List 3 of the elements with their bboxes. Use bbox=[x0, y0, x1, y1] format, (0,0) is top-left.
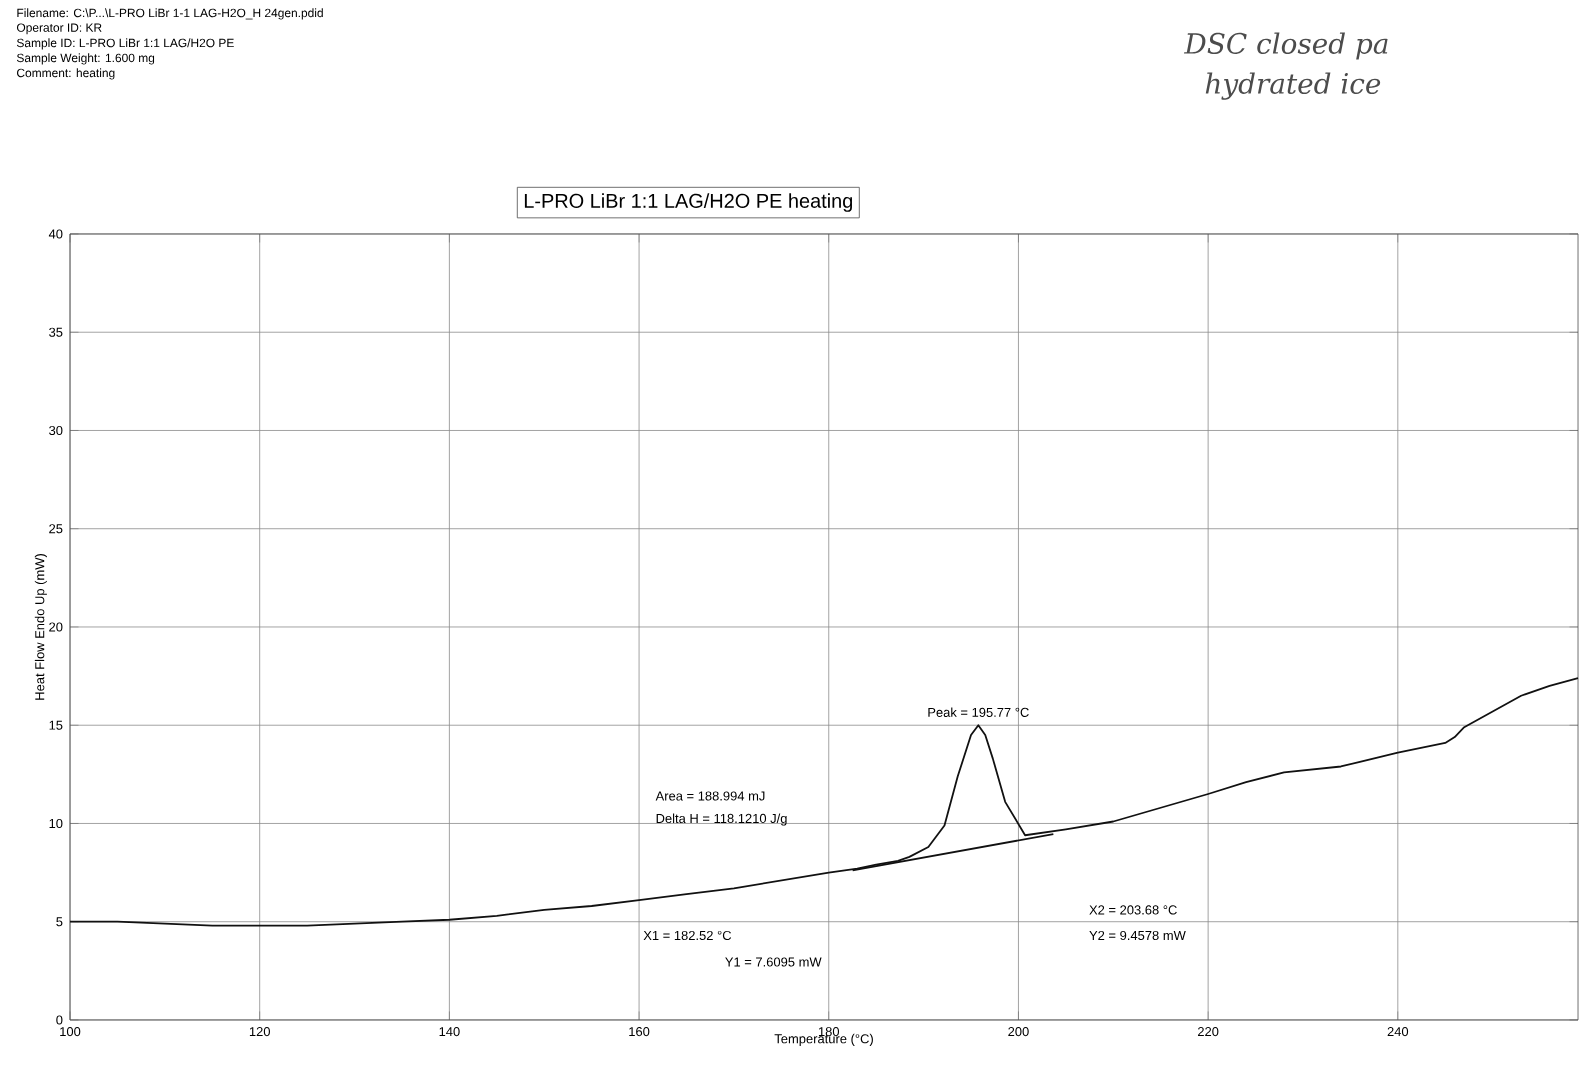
chart-title: L-PRO LiBr 1:1 LAG/H2O PE heating bbox=[524, 193, 853, 212]
text: hydrated ice bbox=[1205, 72, 1381, 100]
text: DSC closed pa bbox=[1183, 32, 1388, 60]
